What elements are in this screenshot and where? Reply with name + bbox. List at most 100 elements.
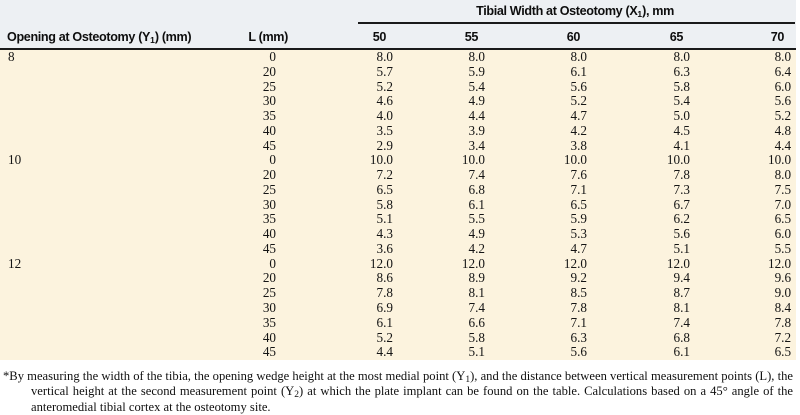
- span-header-spacer: [0, 0, 310, 24]
- value-cell: 5.5: [468, 211, 485, 227]
- value-cell: 9.6: [774, 270, 792, 286]
- value-cell: 12.0: [666, 255, 690, 271]
- table-row: 35 4.0 4.4 4.7 5.0 5.2: [0, 108, 796, 124]
- opening-cell: [0, 331, 232, 346]
- opening-cell: 10: [8, 152, 22, 168]
- value-cell: 5.7: [376, 63, 393, 79]
- opening-cell: [0, 183, 232, 198]
- value-cell: 6.1: [468, 196, 485, 212]
- l-cell: 40: [262, 329, 276, 345]
- value-cell: 7.2: [376, 167, 393, 183]
- value-cell: 3.5: [376, 122, 393, 138]
- l-cell: 30: [262, 196, 276, 212]
- table-row: 40 5.2 5.8 6.3 6.8 7.2: [0, 329, 796, 346]
- value-cell: 7.4: [468, 167, 485, 183]
- value-cell: 6.3: [673, 63, 690, 79]
- value-cell: 6.0: [774, 226, 792, 242]
- value-cell: 7.8: [376, 285, 393, 301]
- opening-cell: [0, 316, 232, 331]
- value-cell: 8.1: [468, 285, 485, 301]
- value-cell: 8.1: [673, 300, 690, 316]
- value-cell: 9.2: [570, 270, 587, 286]
- value-cell: 4.4: [376, 344, 393, 360]
- value-cell: 6.0: [774, 78, 792, 94]
- l-cell: 0: [269, 152, 276, 168]
- table-row: 40 4.3 4.9 5.3 5.6 6.0: [0, 226, 796, 242]
- column-header-70: 70: [695, 24, 797, 50]
- value-cell: 12.0: [461, 255, 485, 271]
- value-cell: 6.5: [774, 344, 792, 360]
- value-cell: 6.4: [774, 63, 792, 79]
- l-cell: 40: [262, 226, 276, 242]
- opening-cell: [0, 227, 232, 242]
- l-cell: 20: [262, 270, 276, 286]
- value-cell: 8.0: [376, 49, 393, 64]
- value-cell: 5.2: [774, 108, 792, 124]
- value-cell: 12.0: [563, 255, 587, 271]
- osteotomy-height-table: Tibial Width at Osteotomy (X1), mm Openi…: [0, 0, 797, 361]
- value-cell: 6.1: [673, 344, 690, 360]
- l-cell: 30: [262, 93, 276, 109]
- table-row: 25 5.2 5.4 5.6 5.8 6.0: [0, 78, 796, 95]
- l-cell: 0: [269, 255, 276, 271]
- table-row: 35 5.1 5.5 5.9 6.2 6.5: [0, 212, 796, 227]
- value-cell: 4.2: [570, 122, 587, 138]
- value-cell: 5.8: [468, 329, 485, 345]
- value-cell: 9.4: [673, 270, 690, 286]
- value-cell: 2.9: [376, 137, 393, 153]
- value-cell: 4.1: [673, 137, 690, 153]
- l-cell: 45: [262, 240, 276, 256]
- l-cell: 30: [262, 300, 276, 316]
- l-cell: 25: [262, 78, 276, 94]
- value-cell: 5.9: [468, 63, 485, 79]
- value-cell: 6.7: [673, 196, 690, 212]
- table-header: Tibial Width at Osteotomy (X1), mm Openi…: [0, 0, 797, 50]
- opening-cell: [0, 198, 232, 213]
- opening-header-subscript: 1: [150, 35, 155, 45]
- value-cell: 5.8: [673, 78, 690, 94]
- value-cell: 6.2: [673, 211, 690, 227]
- span-header-rule: [358, 22, 795, 24]
- value-cell: 10.0: [461, 152, 485, 168]
- value-cell: 7.6: [570, 167, 587, 183]
- value-cell: 7.5: [774, 181, 792, 197]
- table-row: 8 0 8.0 8.0 8.0 8.0 8.0: [0, 49, 796, 65]
- value-cell: 5.9: [570, 211, 587, 227]
- value-cell: 5.6: [673, 226, 690, 242]
- l-cell: 45: [262, 344, 276, 360]
- column-header-65: 65: [592, 24, 695, 50]
- span-header-subscript: 1: [637, 9, 643, 19]
- opening-cell: [0, 109, 232, 124]
- l-cell: 20: [262, 63, 276, 79]
- table-row: 45 2.9 3.4 3.8 4.1 4.4: [0, 137, 796, 154]
- value-cell: 8.0: [570, 49, 587, 64]
- value-cell: 3.9: [468, 122, 485, 138]
- value-cell: 8.6: [376, 270, 393, 286]
- table-row: 20 5.7 5.9 6.1 6.3 6.4: [0, 63, 796, 80]
- value-cell: 5.2: [570, 93, 587, 109]
- value-cell: 4.8: [774, 122, 792, 138]
- opening-cell: 12: [8, 255, 22, 271]
- value-cell: 5.1: [468, 344, 485, 360]
- column-header-50: 50: [310, 24, 398, 50]
- table-row: 30 5.8 6.1 6.5 6.7 7.0: [0, 196, 796, 213]
- value-cell: 7.0: [774, 196, 792, 212]
- footnote-subscript-y2: 2: [294, 390, 299, 401]
- l-cell: 35: [262, 108, 276, 124]
- span-header-text-end: ), mm: [642, 4, 674, 18]
- opening-cell: [0, 242, 232, 257]
- column-header-opening: Opening at Osteotomy (Y1) (mm): [0, 24, 232, 50]
- opening-cell: [0, 65, 232, 80]
- value-cell: 5.5: [774, 240, 792, 256]
- opening-cell: [0, 168, 232, 183]
- value-cell: 5.6: [774, 93, 792, 109]
- value-cell: 4.7: [570, 108, 587, 124]
- value-cell: 3.6: [376, 240, 393, 256]
- value-cell: 7.3: [673, 181, 690, 197]
- value-cell: 5.4: [468, 78, 485, 94]
- value-cell: 8.9: [468, 270, 485, 286]
- value-cell: 3.8: [570, 137, 587, 153]
- value-cell: 5.6: [570, 344, 587, 360]
- value-cell: 4.7: [570, 240, 587, 256]
- opening-cell: [0, 80, 232, 95]
